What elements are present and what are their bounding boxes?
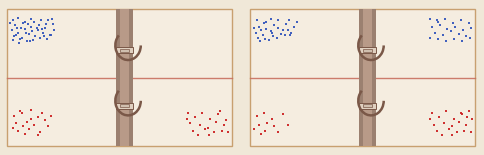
Bar — [120, 9, 129, 146]
Bar — [359, 9, 376, 146]
Bar — [359, 103, 376, 109]
Bar — [363, 49, 372, 52]
Bar — [363, 9, 372, 146]
Bar — [116, 9, 133, 146]
FancyBboxPatch shape — [250, 9, 474, 146]
Bar — [120, 49, 129, 52]
Bar — [116, 103, 133, 109]
FancyBboxPatch shape — [7, 9, 231, 146]
Bar — [120, 104, 129, 107]
Bar — [116, 47, 133, 53]
Bar — [359, 47, 376, 53]
Bar — [363, 104, 372, 107]
